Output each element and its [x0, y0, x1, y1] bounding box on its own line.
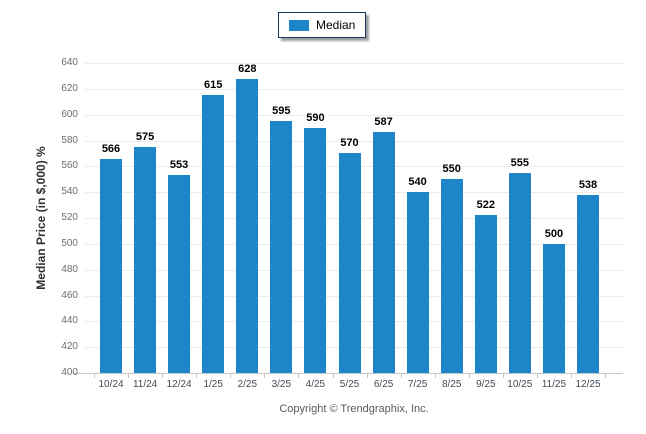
bar-value-label: 566	[101, 142, 121, 155]
x-axis-label: 11/25	[541, 379, 567, 390]
x-axis-label: 12/24	[166, 379, 192, 390]
bar	[304, 127, 327, 373]
bar-value-label: 575	[135, 131, 155, 143]
x-axis-tick	[502, 374, 504, 378]
bar	[542, 243, 565, 373]
bar	[440, 179, 463, 373]
bar-value-label: 540	[408, 176, 427, 189]
bar	[577, 194, 599, 373]
bar	[270, 121, 293, 373]
x-axis-tick	[366, 374, 368, 378]
x-axis-tick	[264, 374, 266, 378]
bar	[508, 172, 531, 373]
gridline	[85, 141, 623, 142]
x-axis-tick	[536, 374, 538, 378]
bar-value-label: 595	[272, 105, 291, 118]
x-axis-label: 11/24	[132, 379, 158, 390]
bar	[372, 131, 395, 373]
x-axis-tick	[332, 374, 334, 378]
y-axis-tick-label: 480	[61, 264, 78, 275]
bar-value-label: 550	[442, 163, 461, 176]
x-axis-tick	[162, 374, 164, 378]
bar-value-label: 553	[169, 159, 189, 172]
y-axis-tick-label: 440	[61, 315, 78, 326]
x-axis-label: 5/25	[339, 379, 360, 390]
y-axis-tick-label: 540	[61, 186, 78, 197]
bar	[134, 147, 157, 373]
bar-value-label: 587	[374, 115, 393, 128]
bar-value-label: 500	[544, 227, 564, 240]
y-axis-tick-label: 460	[61, 290, 78, 301]
x-axis-label: 8/25	[441, 379, 462, 390]
x-axis-tick	[434, 374, 436, 378]
y-axis-tick-label: 420	[61, 341, 78, 352]
x-axis-label: 7/25	[407, 379, 428, 390]
x-axis-tick	[570, 374, 572, 378]
x-axis-label: 12/25	[575, 379, 601, 390]
bar	[202, 95, 225, 373]
bar-value-label: 590	[306, 111, 325, 124]
bar-value-label: 570	[340, 137, 359, 150]
y-axis-tick-label: 560	[61, 160, 78, 171]
x-axis-line	[73, 373, 623, 374]
copyright-text: Copyright © Trendgraphix, Inc.	[279, 403, 429, 415]
y-axis-tick-label: 640	[61, 57, 78, 68]
y-axis-tick-label: 400	[61, 367, 78, 378]
x-axis-tick	[196, 374, 198, 378]
plot-area: 400 420 440 460 480 500 520 540 560 580 600 620 640 5…	[61, 57, 623, 390]
x-axis-label: 9/25	[476, 379, 496, 390]
x-axis-tick	[468, 374, 470, 378]
gridline	[85, 89, 623, 90]
bar-value-label: 522	[476, 199, 495, 212]
bar-value-label: 628	[238, 62, 257, 75]
x-axis-label: 10/24	[98, 379, 124, 390]
x-axis-tick	[298, 374, 300, 378]
gridline	[85, 63, 623, 64]
bar-value-label: 538	[578, 178, 598, 191]
y-axis-tick-label: 620	[61, 83, 78, 94]
legend-label: Median	[316, 17, 356, 32]
x-axis-tick	[230, 374, 232, 378]
x-axis-tick	[94, 374, 95, 378]
x-axis-label: 2/25	[237, 379, 258, 390]
y-axis-tick-label: 500	[61, 238, 78, 249]
bar	[338, 153, 361, 373]
bar-value-label: 555	[510, 156, 529, 169]
median-series-swatch	[289, 19, 309, 31]
x-axis-label: 4/25	[305, 379, 326, 390]
bar	[100, 158, 122, 373]
bar	[406, 192, 429, 373]
x-axis-label: 3/25	[271, 379, 292, 390]
legend: Median	[278, 12, 367, 38]
y-axis-tick-label: 520	[61, 212, 78, 223]
x-axis-label: 6/25	[373, 379, 394, 390]
bar	[168, 175, 191, 373]
bar-value-label: 615	[204, 79, 223, 92]
y-axis-tick-label: 580	[61, 135, 78, 146]
y-axis-tick-label: 600	[61, 109, 78, 120]
x-axis-tick	[400, 374, 402, 378]
x-axis-tick	[128, 374, 129, 378]
bar	[236, 78, 259, 373]
bar	[474, 215, 497, 373]
x-axis-label: 10/25	[507, 379, 533, 390]
x-axis-label: 1/25	[203, 379, 223, 390]
x-axis-tick	[605, 374, 606, 378]
gridline	[85, 115, 623, 116]
